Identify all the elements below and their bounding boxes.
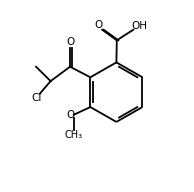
Text: O: O [66,110,74,120]
Text: O: O [95,20,103,30]
Text: Cl: Cl [31,93,42,103]
Text: O: O [66,37,74,47]
Text: CH₃: CH₃ [65,130,83,141]
Text: OH: OH [131,21,147,31]
